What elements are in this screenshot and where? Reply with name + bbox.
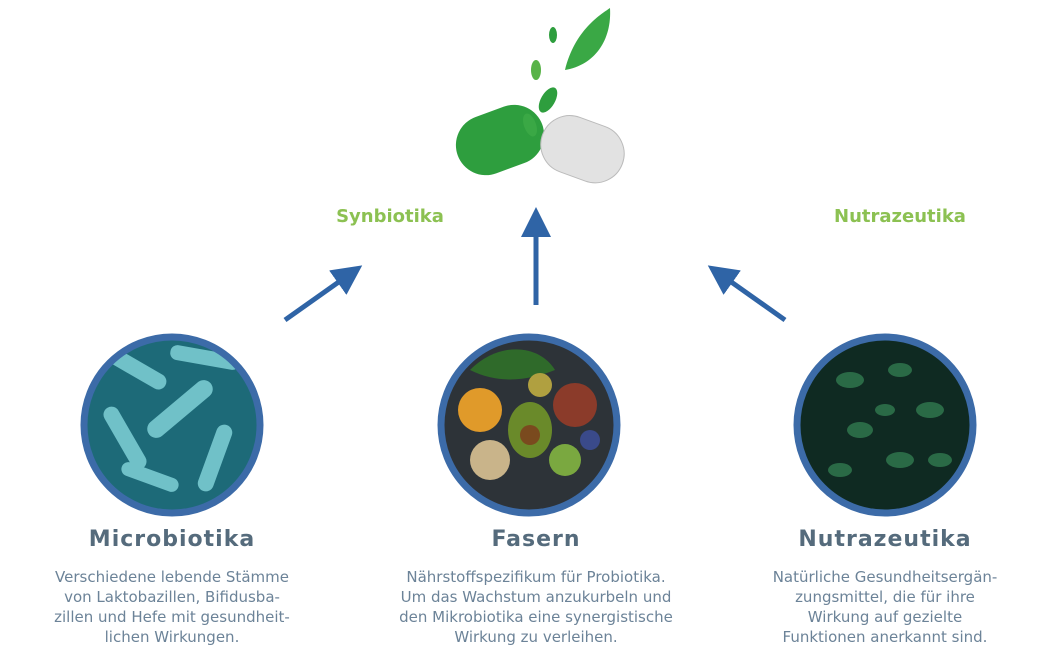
node-description: Funktionen anerkannt sind. bbox=[783, 628, 988, 646]
node-description: von Laktobazillen, Bifidusba- bbox=[64, 588, 280, 606]
node-description: Verschiedene lebende Stämme bbox=[55, 568, 289, 586]
node-description: Natürliche Gesundheitsergän- bbox=[773, 568, 998, 586]
diagram: Synbiotika Nutrazeutika Microbiotika Vers… bbox=[0, 0, 1058, 652]
node-description: Nährstoffspezifikum für Probiotika. bbox=[406, 568, 665, 586]
node-description: den Mikrobiotika eine synergistische bbox=[399, 608, 673, 626]
node-title: Fasern bbox=[491, 527, 580, 552]
node-description: zungsmittel, die für ihre bbox=[795, 588, 975, 606]
food-image bbox=[437, 330, 627, 520]
node-description: Wirkung zu verleihen. bbox=[454, 628, 617, 646]
node-title: Nutrazeutika bbox=[798, 527, 971, 552]
node-description: zillen und Hefe mit gesundheit- bbox=[54, 608, 290, 626]
node-description: lichen Wirkungen. bbox=[105, 628, 240, 646]
arrow bbox=[285, 274, 350, 320]
label: Synbiotika bbox=[336, 206, 444, 227]
label: Nutrazeutika bbox=[834, 206, 966, 227]
node-description: Um das Wachstum anzukurbeln und bbox=[401, 588, 672, 606]
node-title: Microbiotika bbox=[89, 527, 255, 552]
arrow bbox=[720, 274, 785, 320]
bacteria-image bbox=[80, 330, 270, 520]
node-description: Wirkung auf gezielte bbox=[808, 608, 962, 626]
capsule-icon bbox=[447, 8, 632, 191]
page: Synbiotika Nutrazeutika Microbiotika Vers… bbox=[0, 0, 1058, 652]
